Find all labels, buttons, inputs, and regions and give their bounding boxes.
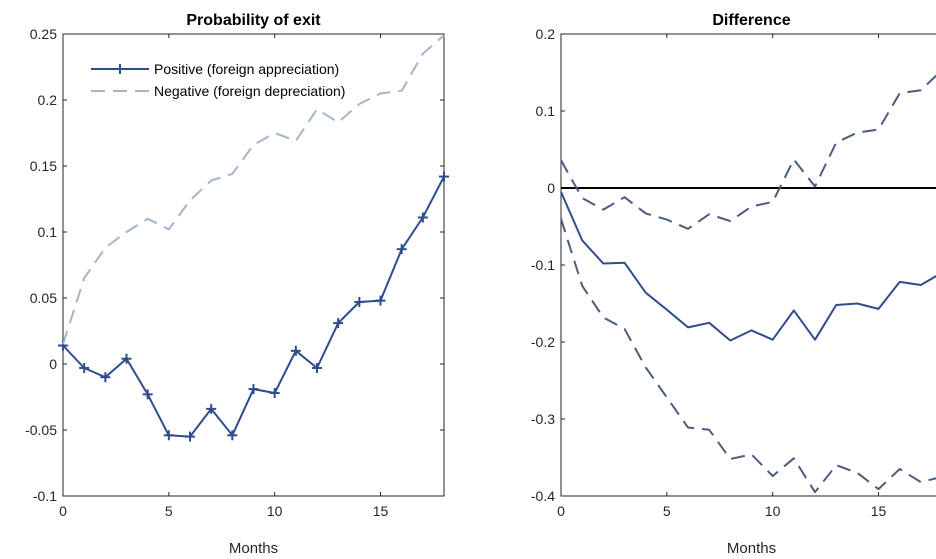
data-point-marker [312, 362, 322, 373]
x-tick-label: 10 [765, 503, 781, 519]
y-tick-label: 0.25 [30, 26, 57, 42]
series-line-2 [560, 218, 936, 494]
series-line-1 [560, 74, 936, 230]
x-tick-label: 10 [267, 503, 283, 519]
data-point-marker [333, 318, 344, 329]
data-point-marker [121, 353, 132, 364]
y-tick-label: 0.1 [38, 224, 58, 240]
x-tick-label: 15 [871, 503, 887, 519]
data-point-marker [206, 403, 217, 414]
y-tick-label: 0.2 [38, 92, 58, 108]
legend-label: Negative (foreign depreciation) [154, 83, 345, 99]
data-point-marker [396, 244, 407, 255]
data-point-marker [290, 345, 301, 356]
series-line-0 [560, 191, 936, 342]
data-point-marker [248, 384, 259, 395]
data-point-marker [79, 362, 90, 373]
y-tick-label: 0 [547, 180, 555, 196]
y-tick-label: -0.05 [25, 422, 57, 438]
x-tick-label: 15 [373, 503, 389, 519]
y-tick-label: -0.1 [531, 257, 555, 273]
data-point-marker [100, 372, 111, 383]
x-tick-label: 5 [165, 503, 173, 519]
y-tick-label: -0.2 [531, 334, 555, 350]
data-point-marker [439, 171, 449, 182]
axes-box [560, 33, 936, 497]
y-tick-label: -0.3 [531, 411, 555, 427]
y-tick-label: 0 [49, 356, 57, 372]
x-axis-label: Months [229, 540, 278, 557]
axes-box [62, 33, 445, 497]
x-axis-label: Months [727, 540, 776, 557]
x-tick-label: 5 [663, 503, 671, 519]
legend-entry: Positive (foreign appreciation) [91, 61, 339, 77]
y-tick-label: -0.1 [33, 488, 57, 504]
chart-title: Probability of exit [186, 12, 321, 29]
legend-label: Positive (foreign appreciation) [154, 61, 339, 77]
series-line-1 [62, 34, 445, 345]
chart-title: Difference [712, 12, 790, 29]
y-tick-label: 0.1 [536, 103, 556, 119]
data-point-marker [269, 388, 280, 399]
x-tick-label: 0 [557, 503, 565, 519]
data-point-marker [354, 296, 365, 307]
series-line-0 [62, 176, 445, 438]
legend-entry: Negative (foreign depreciation) [91, 83, 345, 99]
data-point-marker [375, 295, 386, 306]
y-tick-label: 0.2 [536, 26, 556, 42]
data-point-marker [227, 430, 238, 441]
y-tick-label: 0.05 [30, 290, 57, 306]
panel-probability-of-exit: 0 5 10 15 -0.1 -0.05 0 0.05 0.1 0.15 0.2 0.25 Probab… [25, 12, 449, 557]
data-point-marker [417, 212, 428, 223]
data-point-marker [185, 431, 195, 442]
y-tick-label: -0.4 [531, 488, 555, 504]
panel-difference: 0 5 10 15 -0.4 -0.3 -0.2 -0.1 0 0.1 0.2 Difference M… [531, 12, 936, 557]
data-point-marker [142, 389, 153, 400]
x-tick-label: 0 [59, 503, 67, 519]
data-point-marker [163, 430, 174, 441]
y-tick-label: 0.15 [30, 158, 57, 174]
